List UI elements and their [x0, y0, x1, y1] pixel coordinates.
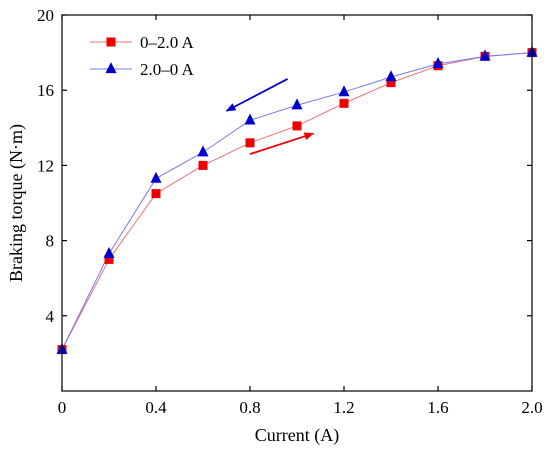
- legend-marker-triangle-shape: [105, 62, 117, 74]
- legend-item-2-0-a: 2.0–0 A: [90, 60, 195, 79]
- data-point-triangle: [291, 98, 303, 110]
- data-point-triangle: [385, 70, 397, 82]
- legend-label-2-0-a: 2.0–0 A: [140, 60, 195, 79]
- data-point-triangle: [479, 49, 491, 61]
- annotation-layer: [225, 78, 315, 155]
- data-point-square: [198, 160, 208, 170]
- tick-label-layer: 0 0.4 0.8 1.2 1.6 2.0 4 8 12 16 20: [37, 6, 543, 417]
- data-point-triangle: [103, 246, 115, 258]
- data-point-triangle: [197, 145, 209, 157]
- data-point-triangle: [338, 85, 350, 97]
- data-point-triangle: [150, 171, 162, 183]
- x-tick-label: 0: [58, 398, 67, 417]
- data-point-triangle: [244, 113, 256, 125]
- y-tick-label: 4: [46, 307, 55, 326]
- data-point-square: [104, 254, 114, 264]
- data-point-square: [151, 189, 161, 199]
- x-tick-label: 0.4: [145, 398, 167, 417]
- x-tick-label: 1.2: [333, 398, 354, 417]
- y-tick-label: 8: [46, 232, 55, 251]
- tick-layer: [61, 14, 533, 391]
- legend-marker-square-shape: [106, 37, 116, 47]
- data-point-triangle: [432, 57, 444, 69]
- series-lines: [61, 52, 533, 350]
- y-tick-label: 20: [37, 6, 54, 25]
- y-axis-title: Braking torque (N·m): [6, 124, 27, 282]
- legend-marker-square: [106, 37, 116, 47]
- x-axis-title: Current (A): [255, 425, 339, 446]
- x-tick-label: 2.0: [521, 398, 542, 417]
- decreasing-arrow: [225, 78, 289, 112]
- data-point-square: [386, 78, 396, 88]
- y-tick-label: 16: [37, 81, 54, 100]
- legend: 0–2.0 A 2.0–0 A: [90, 33, 195, 79]
- data-point-square: [245, 138, 255, 148]
- data-point-square: [339, 98, 349, 108]
- legend-label-0-2-a: 0–2.0 A: [140, 33, 195, 52]
- plot-frame: [61, 14, 533, 392]
- series-line-1: [61, 52, 533, 350]
- series-layer: [56, 45, 538, 355]
- series-line-0: [61, 52, 533, 350]
- series-markers: [56, 45, 538, 355]
- x-tick-label: 0.8: [239, 398, 260, 417]
- y-tick-label: 12: [37, 156, 54, 175]
- x-tick-label: 1.6: [427, 398, 448, 417]
- legend-item-0-2-a: 0–2.0 A: [90, 33, 195, 52]
- data-point-square: [292, 121, 302, 131]
- increasing-arrow: [249, 132, 315, 155]
- legend-marker-triangle: [105, 62, 117, 74]
